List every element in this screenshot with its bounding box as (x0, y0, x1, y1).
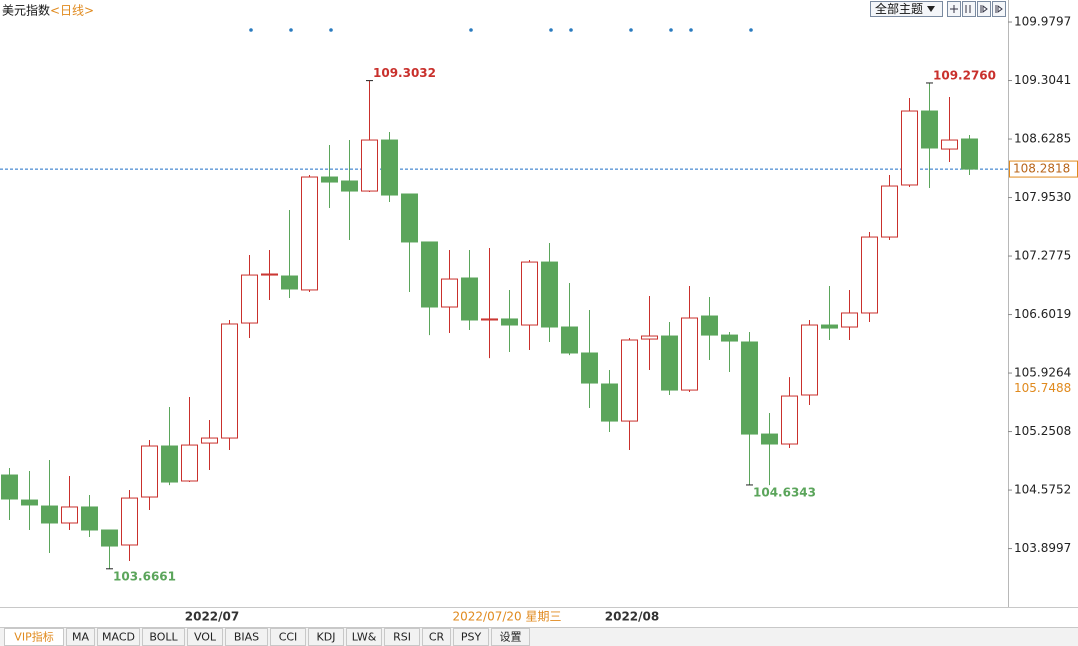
candle-down (601, 383, 618, 422)
candle-up (521, 261, 538, 326)
tab-label: MA (72, 631, 89, 644)
candle-up (301, 176, 318, 291)
y-tick-label: 105.2508 (1014, 424, 1071, 438)
candle-up (201, 437, 218, 444)
candle-up (621, 339, 638, 422)
candle-up (221, 323, 238, 439)
candle-down (421, 241, 438, 308)
tab-label: CR (429, 631, 445, 644)
candle-down (381, 139, 398, 196)
cursor-price-tick: 105.7488 (1014, 381, 1071, 395)
candle-down (961, 138, 978, 170)
x-tick-label: 2022/08 (605, 610, 659, 624)
candle-down (461, 277, 478, 321)
tab-label: VIP指标 (14, 630, 53, 644)
event-markers (249, 28, 753, 32)
candle-down (321, 176, 338, 183)
tab-label: CCI (279, 631, 298, 644)
candle-down (161, 445, 178, 483)
tab-label: MACD (102, 631, 135, 644)
x-tick-label: 2022/07 (185, 610, 239, 624)
candle-down (281, 275, 298, 290)
candle-up (641, 335, 658, 340)
candle-up (881, 185, 898, 238)
y-tick-label: 104.5752 (1014, 483, 1071, 497)
toolbar-glyphs (950, 5, 1003, 13)
candle-up (781, 395, 798, 445)
candle-up (181, 444, 198, 482)
tab-label: KDJ (317, 631, 336, 644)
tab-label: PSY (461, 631, 482, 644)
candle-up (241, 274, 258, 324)
high-label: 109.2760 (933, 68, 996, 82)
tab-label: BOLL (149, 631, 178, 644)
candle-down (721, 334, 738, 342)
candle-down (101, 529, 118, 547)
candle-down (741, 341, 758, 435)
tab-label: BIAS (234, 631, 259, 644)
theme-button[interactable] (870, 1, 943, 17)
tab-label: 设置 (500, 631, 522, 644)
candle-up (441, 278, 458, 308)
candle-up (261, 273, 278, 276)
candle-up (841, 312, 858, 328)
candle-down (1, 474, 18, 500)
chart-subtitle: <日线> (50, 4, 94, 18)
candle-up (681, 317, 698, 391)
candle-up (141, 445, 158, 498)
candle-down (21, 499, 38, 506)
low-label: 104.6343 (753, 485, 816, 499)
candle-up (901, 110, 918, 186)
tab-label: RSI (393, 631, 411, 644)
candle-down (81, 506, 98, 531)
candle-down (821, 324, 838, 329)
dropdown-arrow (927, 6, 935, 12)
tab-bar (0, 628, 1078, 646)
candle-down (401, 193, 418, 243)
candle-up (481, 318, 498, 321)
y-tick-label: 109.3041 (1014, 73, 1071, 87)
theme-button-label: 全部主题 (875, 1, 923, 16)
y-tick-label: 103.8997 (1014, 541, 1071, 555)
cursor-date: 2022/07/20 星期三 (453, 610, 562, 624)
candle-down (701, 315, 718, 336)
candle-down (561, 326, 578, 354)
high-label: 109.3032 (373, 66, 436, 80)
candle-down (921, 110, 938, 149)
y-tick-label: 106.6019 (1014, 307, 1071, 321)
tab-label: VOL (194, 631, 217, 644)
chart-title: 美元指数 (2, 3, 50, 18)
y-tick-label: 108.6285 (1014, 132, 1071, 146)
candle-down (661, 335, 678, 391)
candle-down (501, 318, 518, 326)
candle-down (761, 433, 778, 445)
candle-up (861, 236, 878, 314)
candle-up (121, 497, 138, 546)
candle-down (541, 261, 558, 328)
y-tick-label: 107.2775 (1014, 249, 1071, 263)
y-tick-label: 105.9264 (1014, 366, 1071, 380)
candle-up (801, 324, 818, 396)
candle-down (41, 505, 58, 524)
candle-down (341, 180, 358, 192)
last-price-label: 108.2818 (1013, 162, 1070, 176)
y-tick-label: 109.9797 (1014, 15, 1071, 29)
candle-up (61, 506, 78, 524)
y-tick-label: 107.9530 (1014, 190, 1071, 204)
candle-down (581, 352, 598, 384)
candle-up (941, 139, 958, 150)
tab-label: LW& (352, 631, 377, 644)
candle-up (361, 139, 378, 192)
low-label: 103.6661 (113, 569, 176, 583)
